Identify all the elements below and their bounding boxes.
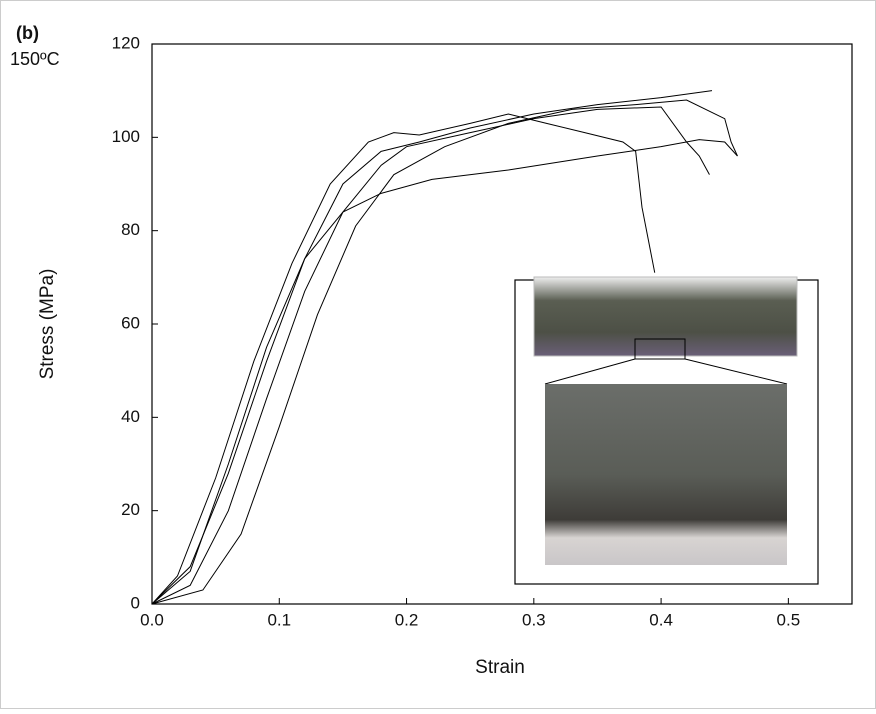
y-tick-label: 40 [121, 407, 140, 426]
inset-photo [533, 276, 798, 357]
inset [514, 276, 819, 585]
y-tick-label: 20 [121, 500, 140, 519]
y-tick-label: 60 [121, 313, 140, 332]
x-tick-label: 0.0 [140, 610, 164, 629]
zoom-line [544, 358, 636, 385]
panel-label: (b) [16, 23, 39, 43]
zoom-box [634, 338, 686, 360]
x-tick-label: 0.3 [522, 610, 546, 629]
stress-curve [151, 99, 738, 605]
y-tick-label: 80 [121, 220, 140, 239]
zoom-line [684, 358, 788, 385]
y-axis-label: Stress (MPa) [37, 269, 58, 380]
x-tick-label: 0.5 [777, 610, 801, 629]
temperature-label: 150ºC [10, 49, 60, 69]
y-tick-label: 120 [112, 33, 140, 52]
inset-micrograph [545, 384, 787, 565]
x-tick-label: 0.1 [267, 610, 291, 629]
x-tick-label: 0.4 [649, 610, 673, 629]
stress-curve [151, 106, 710, 605]
x-axis-label: Strain [475, 657, 525, 678]
stress-curve [151, 113, 656, 605]
y-tick-label: 100 [112, 127, 140, 146]
stress-curve [151, 139, 738, 605]
y-tick-label: 0 [131, 593, 140, 612]
stress-curve [151, 90, 713, 605]
x-tick-label: 0.2 [395, 610, 419, 629]
